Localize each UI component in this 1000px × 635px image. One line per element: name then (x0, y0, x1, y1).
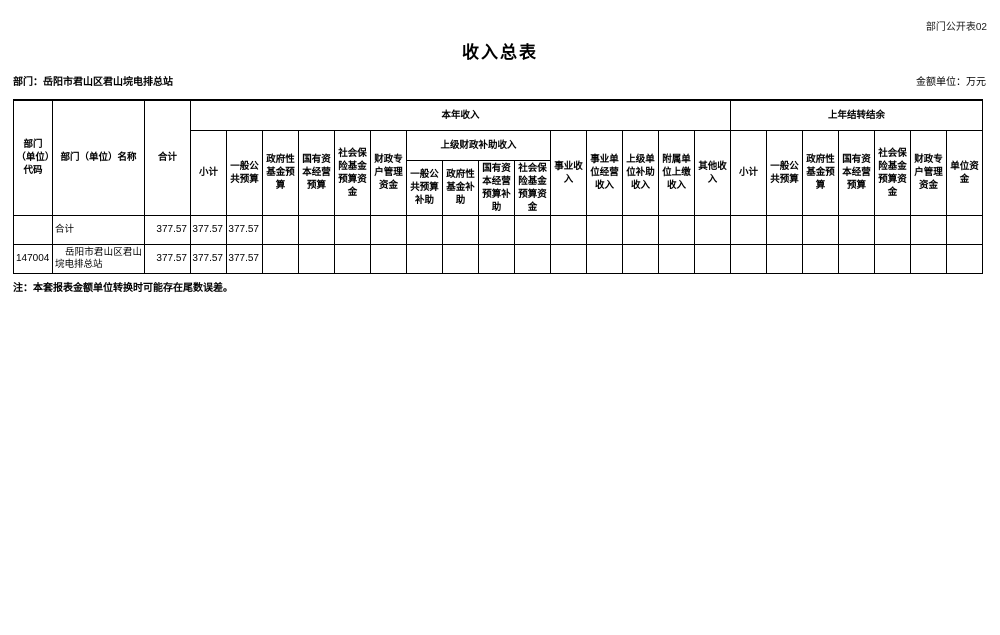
group-header-superior-subsidy: 上级财政补助收入 (406, 129, 551, 161)
cell-value (334, 214, 371, 245)
group-header-current-year-income: 本年收入 (190, 99, 731, 131)
cell-value (262, 243, 299, 274)
col-header-general-public-budget: 一般公共预算 (226, 129, 263, 216)
page-title: 收入总表 (462, 43, 538, 62)
cell-value (694, 243, 731, 274)
cell-code (13, 214, 53, 245)
col-header-carry-subtotal: 小计 (730, 129, 767, 216)
cell-value (406, 243, 443, 274)
cell-value (658, 214, 695, 245)
col-header-fiscal-account-funds: 财政专户管理资金 (370, 129, 407, 216)
cell-value (802, 214, 839, 245)
cell-value (442, 243, 479, 274)
col-header-business-operating-income: 事业单位经营收入 (586, 129, 623, 216)
department-label: 部门：岳阳市君山区君山垸电排总站 (13, 77, 173, 88)
col-header-code: 部门（单位）代码 (13, 99, 53, 216)
cell-value (874, 243, 911, 274)
cell-value (334, 243, 371, 274)
col-header-total: 合计 (144, 99, 191, 216)
cell-value (766, 214, 803, 245)
col-header-affiliated-unit-remittance: 附属单位上缴收入 (658, 129, 695, 216)
cell-value (478, 243, 515, 274)
cell-value (874, 214, 911, 245)
cell-value (838, 243, 875, 274)
cell-value: 377.57 (190, 243, 227, 274)
sheet-number-label: 部门公开表02 (925, 22, 987, 33)
col-header-superior-unit-subsidy-income: 上级单位补助收入 (622, 129, 659, 216)
cell-value (514, 243, 551, 274)
cell-value (838, 214, 875, 245)
col-header-operational-income: 事业收入 (550, 129, 587, 216)
cell-name: 合计 (52, 214, 145, 245)
cell-value: 377.57 (190, 214, 227, 245)
cell-value: 377.57 (226, 243, 263, 274)
table-row-total: 合计 377.57 377.57 377.57 (13, 214, 984, 245)
cell-value (370, 243, 407, 274)
cell-value (442, 214, 479, 245)
cell-value (694, 214, 731, 245)
col-header-govt-fund-budget: 政府性基金预算 (262, 129, 299, 216)
col-header-state-capital-budget-subsidy: 国有资本经营预算补助 (478, 159, 515, 216)
cell-value (766, 243, 803, 274)
cell-code: 147004 (13, 243, 53, 274)
col-header-state-capital-budget: 国有资本经营预算 (298, 129, 335, 216)
cell-value (586, 243, 623, 274)
cell-value (910, 214, 947, 245)
col-header-govt-fund-subsidy: 政府性基金补助 (442, 159, 479, 216)
cell-value (478, 214, 515, 245)
cell-value (370, 214, 407, 245)
cell-value (550, 243, 587, 274)
cell-value (622, 214, 659, 245)
cell-value (586, 214, 623, 245)
col-header-unit-funds: 单位资金 (945, 129, 984, 216)
cell-value (658, 243, 695, 274)
group-header-carryover: 上年结转结余 (729, 99, 984, 131)
unit-label: 金额单位：万元 (916, 77, 986, 88)
col-header-social-insurance-fund-subsidy: 社会保险基金预算资金 (514, 159, 551, 216)
cell-value: 377.57 (144, 214, 191, 245)
table-container: 部门（单位）代码 部门（单位）名称 合计 本年收入 上年结转结余 小计 一般公共… (13, 99, 984, 294)
cell-value: 377.57 (144, 243, 191, 274)
col-header-carry-state-capital-budget: 国有资本经营预算 (838, 129, 875, 216)
cell-value (550, 214, 587, 245)
cell-value (945, 214, 984, 245)
col-header-carry-social-insurance-fund: 社会保险基金预算资金 (874, 129, 911, 216)
cell-name: 岳阳市君山区君山垸电排总站 (52, 243, 145, 274)
col-header-subtotal: 小计 (190, 129, 227, 216)
cell-value (298, 214, 335, 245)
cell-value (945, 243, 984, 274)
cell-value (730, 243, 767, 274)
cell-value (622, 243, 659, 274)
col-header-carry-govt-fund-budget: 政府性基金预算 (802, 129, 839, 216)
cell-value (910, 243, 947, 274)
col-header-general-public-budget-subsidy: 一般公共预算补助 (406, 159, 443, 216)
header-row-sub: 小计 一般公共预算 政府性基金预算 国有资本经营预算 社会保险基金预算资金 财政… (14, 129, 984, 216)
footnote: 注：本套报表金额单位转换时可能存在尾数误差。 (13, 282, 233, 294)
table-row-unit: 147004 岳阳市君山区君山垸电排总站 377.57 377.57 377.5… (13, 243, 984, 274)
cell-value (514, 214, 551, 245)
col-header-carry-general-public-budget: 一般公共预算 (766, 129, 803, 216)
cell-value (406, 214, 443, 245)
income-summary-table: 部门（单位）代码 部门（单位）名称 合计 本年收入 上年结转结余 小计 一般公共… (13, 99, 984, 274)
cell-value (298, 243, 335, 274)
col-header-social-insurance-fund: 社会保险基金预算资金 (334, 129, 371, 216)
header-row-groups: 部门（单位）代码 部门（单位）名称 合计 本年收入 上年结转结余 (13, 99, 984, 216)
header-row-subsidy-detail: 一般公共预算补助 政府性基金补助 国有资本经营预算补助 社会保险基金预算资金 (14, 159, 983, 216)
col-header-name: 部门（单位）名称 (52, 99, 145, 216)
col-header-other-income: 其他收入 (694, 129, 731, 216)
cell-value (802, 243, 839, 274)
col-header-carry-fiscal-account-funds: 财政专户管理资金 (910, 129, 947, 216)
cell-value (262, 214, 299, 245)
cell-value (730, 214, 767, 245)
cell-value: 377.57 (226, 214, 263, 245)
